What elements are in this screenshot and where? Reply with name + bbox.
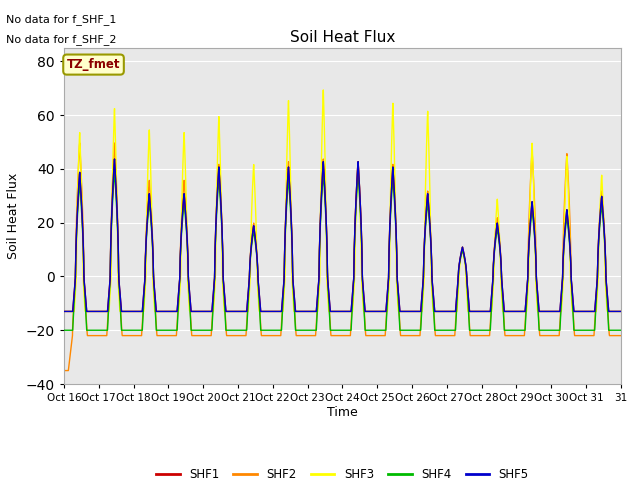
SHF1: [376, 309, 384, 314]
SHF5: [376, 309, 384, 314]
SHF4: [609, 327, 617, 333]
SHF5: [510, 309, 518, 314]
SHF5: [111, 156, 118, 162]
SHF2: [76, 140, 84, 146]
SHF4: [510, 327, 518, 333]
SHF1: [60, 309, 68, 314]
SHF2: [236, 333, 244, 338]
SHF1: [236, 309, 244, 314]
SHF3: [60, 309, 68, 314]
SHF3: [541, 309, 549, 314]
SHF1: [116, 288, 124, 294]
SHF4: [617, 327, 625, 333]
SHF3: [376, 309, 384, 314]
Line: SHF5: SHF5: [64, 159, 621, 312]
Text: TZ_fmet: TZ_fmet: [67, 58, 120, 71]
SHF4: [111, 168, 118, 174]
SHF2: [376, 333, 384, 338]
SHF5: [60, 309, 68, 314]
SHF5: [236, 309, 244, 314]
SHF4: [376, 327, 384, 333]
SHF2: [60, 368, 68, 373]
SHF1: [111, 156, 118, 162]
SHF5: [541, 309, 549, 314]
SHF3: [319, 87, 327, 93]
Line: SHF2: SHF2: [64, 143, 621, 371]
SHF4: [60, 327, 68, 333]
SHF5: [116, 288, 124, 294]
SHF4: [116, 297, 124, 302]
SHF3: [236, 309, 244, 314]
Legend: SHF1, SHF2, SHF3, SHF4, SHF5: SHF1, SHF2, SHF3, SHF4, SHF5: [151, 463, 534, 480]
Text: No data for f_SHF_1: No data for f_SHF_1: [6, 14, 116, 25]
SHF2: [116, 294, 124, 300]
SHF1: [617, 309, 625, 314]
SHF2: [510, 333, 518, 338]
Line: SHF1: SHF1: [64, 159, 621, 312]
SHF5: [609, 309, 617, 314]
SHF1: [541, 309, 549, 314]
SHF3: [617, 309, 625, 314]
X-axis label: Time: Time: [327, 406, 358, 419]
SHF4: [236, 327, 244, 333]
SHF2: [609, 333, 617, 338]
SHF3: [609, 309, 617, 314]
Title: Soil Heat Flux: Soil Heat Flux: [290, 30, 395, 46]
SHF1: [510, 309, 518, 314]
SHF5: [617, 309, 625, 314]
SHF2: [617, 333, 625, 338]
SHF4: [541, 327, 549, 333]
SHF3: [510, 309, 518, 314]
Y-axis label: Soil Heat Flux: Soil Heat Flux: [7, 173, 20, 259]
Line: SHF4: SHF4: [64, 171, 621, 330]
SHF1: [609, 309, 617, 314]
Text: No data for f_SHF_2: No data for f_SHF_2: [6, 34, 117, 45]
Line: SHF3: SHF3: [64, 90, 621, 312]
SHF3: [116, 303, 124, 309]
SHF2: [541, 333, 549, 338]
